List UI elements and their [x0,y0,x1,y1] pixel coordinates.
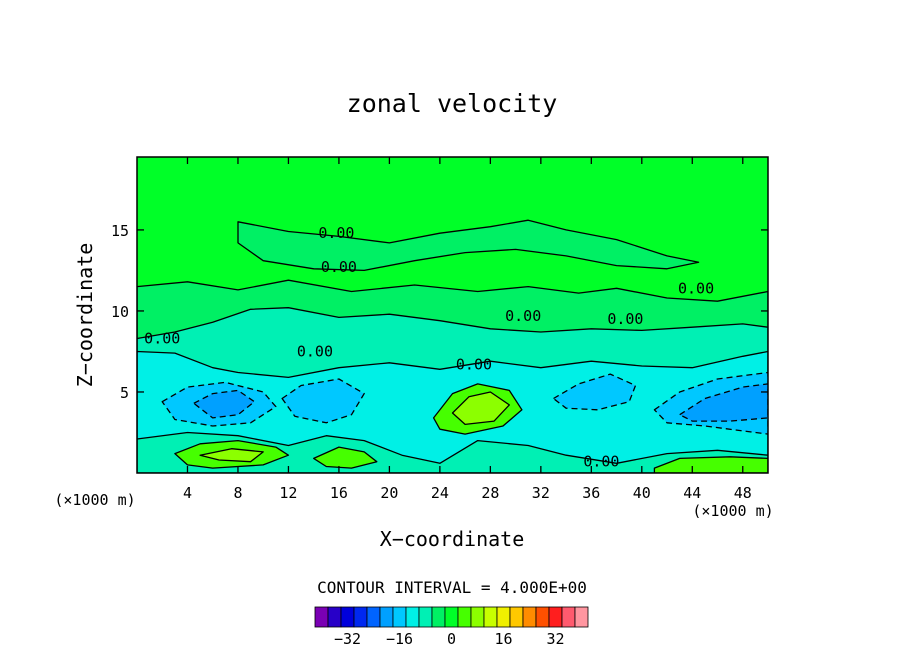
x-units-left: (×1000 m) [54,491,135,509]
plot-frame [136,156,769,474]
contour-region-2 [237,219,700,272]
contour-label: 0.00 [318,224,354,242]
colorbar-swatch [431,606,446,628]
colorbar-tick-label: 16 [494,630,512,648]
x-tick-label: 28 [481,484,499,502]
colorbar-swatch [340,606,355,628]
contour-label: 0.00 [321,258,357,276]
contour-label: 0.00 [297,342,333,360]
contour-region-7 [552,373,637,411]
contour-region-15 [653,456,768,473]
colorbar-tick-label: 0 [447,630,456,648]
contour-labels: 0.00 0.00 0.00 0.00 0.00 0.00 0.00 0.00 0.00 [144,224,714,470]
x-tick-label: 44 [683,484,701,502]
x-tick-label: 12 [279,484,297,502]
contour-label: 0.00 [505,307,541,325]
colorbar-swatch [314,606,329,628]
contour-label: 0.00 [607,310,643,328]
contour-region-9 [193,389,256,419]
colorbar-swatch [470,606,485,628]
colorbar-swatch [548,606,563,628]
x-tick-label: 4 [183,484,192,502]
x-tick-label: 32 [532,484,550,502]
x-tick-label: 36 [582,484,600,502]
colorbar-swatch [405,606,420,628]
contour-region-10 [679,383,768,422]
colorbar-swatch [496,606,511,628]
y-axis-label: Z−coordinate [73,243,97,388]
x-tick-label: 8 [233,484,242,502]
x-tick-label: 40 [633,484,651,502]
contour-label: 0.00 [144,329,180,347]
colorbar-swatch [535,606,550,628]
x-tick-label: 20 [380,484,398,502]
contour-label: 0.00 [456,355,492,373]
velocity-field [137,157,768,473]
x-tick-label: 16 [330,484,348,502]
colorbar-tick-label: −32 [334,630,361,648]
x-axis-ticks: 4 8 12 16 20 24 28 32 36 40 44 48 [183,157,752,502]
colorbar-swatch [379,606,394,628]
x-tick-label: 48 [734,484,752,502]
colorbar-swatch [457,606,472,628]
y-tick-label: 15 [111,222,129,240]
x-units-right: (×1000 m) [692,502,773,520]
colorbar-swatch [392,606,407,628]
colorbar-swatch [327,606,342,628]
contour-region-18 [451,391,510,426]
colorbar-ticks: −32 −16 0 16 32 [334,630,565,648]
contour-label: 0.00 [678,279,714,297]
contour-interval-note: CONTOUR INTERVAL = 4.000E+00 [317,578,587,597]
contour-region-12 [137,431,768,473]
chart-title: zonal velocity [347,89,558,118]
colorbar-tick-label: 32 [546,630,564,648]
colorbar-swatch [522,606,537,628]
colorbar-swatch [353,606,368,628]
contour-label: 0.00 [583,453,619,471]
colorbar-swatch [574,606,589,628]
contour-region-6 [281,378,365,424]
colorbar-tick-label: −16 [386,630,413,648]
contour-region-14 [313,446,378,469]
x-tick-label: 24 [431,484,449,502]
y-tick-label: 5 [120,384,129,402]
y-tick-label: 10 [111,303,129,321]
colorbar-swatch [366,606,381,628]
colorbar-swatch [561,606,576,628]
colorbar-swatch [418,606,433,628]
colorbar-swatch [483,606,498,628]
x-axis-label: X−coordinate [380,527,525,551]
colorbar-swatch [444,606,459,628]
colorbar [314,606,589,628]
colorbar-swatch [509,606,524,628]
contour-region-16 [199,448,264,463]
y-axis-ticks: 5 10 15 [111,222,768,402]
